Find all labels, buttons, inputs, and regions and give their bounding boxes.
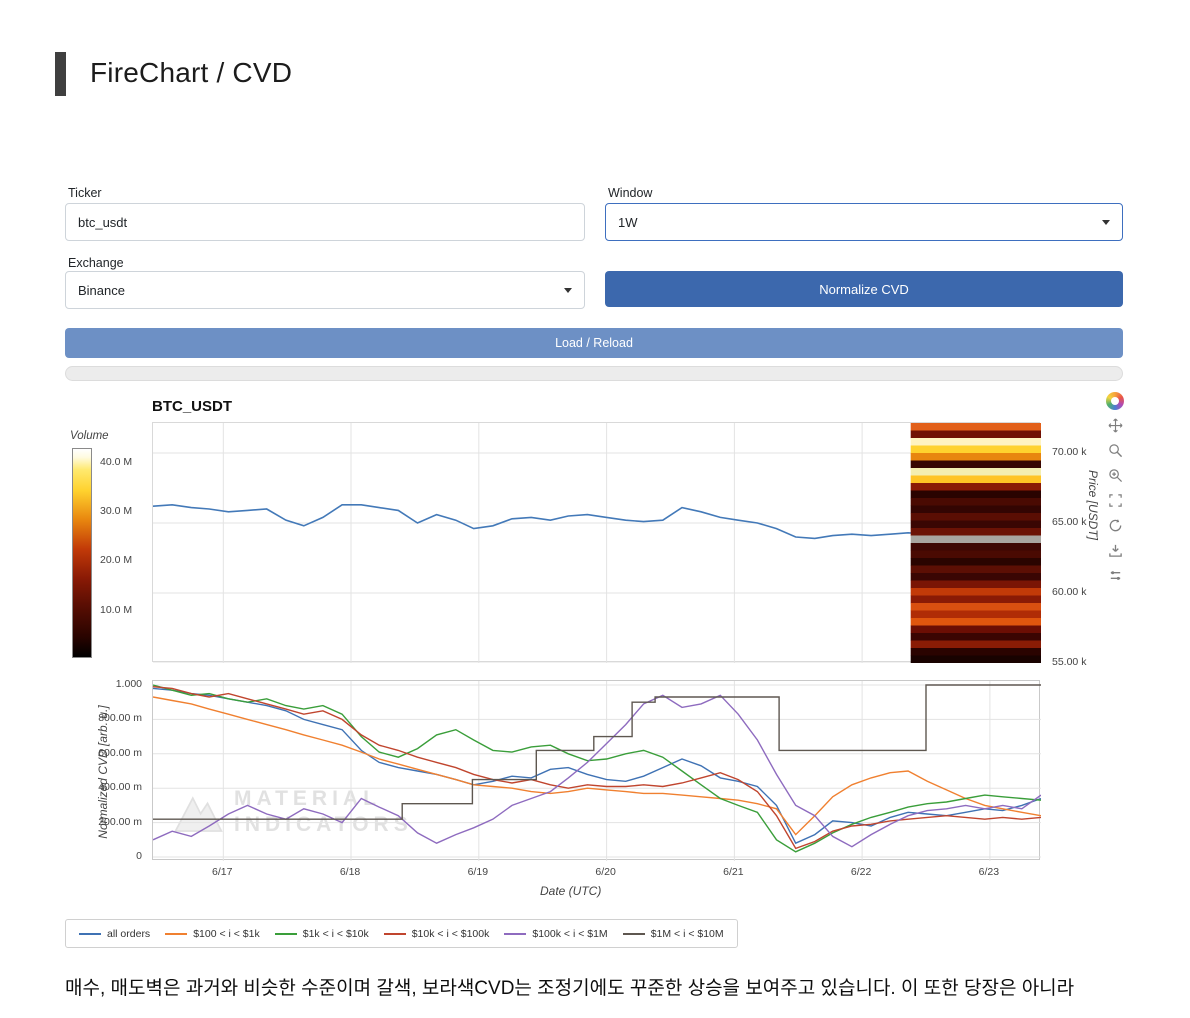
- reset-axes-icon[interactable]: [1103, 513, 1127, 538]
- cvd-axis-label: Normalized CVD [arb. u.]: [96, 705, 110, 839]
- cvd-ytick: 1.000: [115, 678, 142, 690]
- legend-swatch-icon: [622, 932, 645, 935]
- legend-swatch-icon: [165, 932, 188, 935]
- window-label: Window: [608, 186, 653, 200]
- ticker-label: Ticker: [68, 186, 102, 200]
- cvd-chart-plot[interactable]: [152, 680, 1041, 861]
- cvd-legend: all orders $100 < i < $1k $1k < i < $10k $1…: [65, 919, 738, 948]
- window-select-value: 1W: [618, 214, 638, 230]
- autoscale-icon[interactable]: [1103, 488, 1127, 513]
- plotly-modebar: [1100, 388, 1130, 588]
- legend-label: $1k < i < $10k: [302, 927, 369, 940]
- legend-item[interactable]: all orders: [79, 928, 150, 940]
- page-title: FireChart / CVD: [90, 57, 293, 88]
- chevron-down-icon: [1102, 219, 1110, 225]
- volume-tick: 40.0 M: [100, 455, 133, 468]
- exchange-select[interactable]: Binance: [65, 271, 585, 309]
- legend-item[interactable]: $100 < i < $1k: [165, 928, 260, 940]
- exchange-label: Exchange: [68, 256, 124, 270]
- normalize-cvd-button[interactable]: Normalize CVD: [605, 271, 1123, 307]
- legend-item[interactable]: $1k < i < $10k: [274, 927, 369, 940]
- date-xtick: 6/18: [339, 866, 361, 878]
- date-xtick: 6/21: [723, 866, 744, 878]
- date-xtick: 6/19: [467, 866, 489, 878]
- volume-tick: 10.0 M: [100, 603, 133, 616]
- watermark-line1: MATERIAL: [234, 787, 381, 810]
- exchange-select-value: Binance: [78, 282, 125, 298]
- title-accent-bar: [55, 52, 66, 96]
- commentary-text: 매수, 매도벽은 과거와 비슷한 수준이며 갈색, 보라색CVD는 조정기에도 …: [65, 978, 1075, 999]
- price-ytick: 60.00 k: [1052, 585, 1087, 598]
- cvd-yticks: 1.000 800.00 m 600.00 m 400.00 m 200.00 m 0: [58, 678, 146, 862]
- chevron-down-icon: [564, 287, 572, 293]
- legend-label: $100 < i < $1k: [193, 927, 260, 940]
- volume-tick: 20.0 M: [100, 554, 133, 567]
- pan-icon[interactable]: [1103, 413, 1127, 438]
- date-ticks: 6/17 6/18 6/19 6/20 6/21 6/22 6/23: [152, 866, 1040, 882]
- legend-item[interactable]: $100k < i < $1M: [504, 927, 608, 940]
- legend-label: $1M < i < $10M: [650, 927, 724, 940]
- date-axis-label: Date (UTC): [540, 884, 602, 898]
- legend-swatch-icon: [274, 932, 297, 935]
- legend-item[interactable]: $10k < i < $100k: [383, 927, 490, 940]
- price-chart-plot[interactable]: [152, 422, 1041, 663]
- ticker-input[interactable]: [65, 203, 585, 241]
- cvd-ytick: 400.00 m: [98, 781, 142, 794]
- volume-ticks: 40.0 M 30.0 M 20.0 M 10.0 M: [96, 448, 150, 658]
- cvd-ytick: 200.00 m: [98, 815, 142, 828]
- legend-item[interactable]: $1M < i < $10M: [622, 927, 724, 940]
- date-xtick: 6/17: [212, 866, 233, 878]
- date-xtick: 6/23: [978, 866, 1000, 878]
- window-select[interactable]: 1W: [605, 203, 1123, 241]
- zoom-icon[interactable]: [1103, 438, 1127, 463]
- plotly-logo[interactable]: [1103, 388, 1127, 413]
- download-icon[interactable]: [1103, 538, 1127, 563]
- date-xtick: 6/20: [595, 866, 616, 878]
- volume-tick: 30.0 M: [100, 504, 133, 517]
- zoom-in-icon[interactable]: [1103, 463, 1127, 488]
- date-xtick: 6/22: [850, 866, 872, 878]
- cvd-ytick: 600.00 m: [98, 746, 142, 759]
- legend-label: all orders: [107, 927, 151, 940]
- price-axis-label: Price [USDT]: [1086, 470, 1100, 541]
- legend-label: $10k < i < $100k: [411, 927, 490, 940]
- cvd-ytick: 800.00 m: [98, 712, 142, 725]
- legend-label: $100k < i < $1M: [532, 927, 608, 940]
- price-ytick: 70.00 k: [1052, 445, 1087, 458]
- price-yticks: 70.00 k 65.00 k 60.00 k 55.00 k: [1044, 422, 1108, 668]
- progress-bar: [65, 366, 1123, 381]
- load-reload-button[interactable]: Load / Reload: [65, 328, 1123, 358]
- legend-swatch-icon: [79, 932, 101, 935]
- price-ytick: 65.00 k: [1052, 515, 1087, 528]
- price-ytick: 55.00 k: [1052, 656, 1087, 668]
- legend-swatch-icon: [383, 932, 406, 935]
- cvd-ytick: 0: [136, 850, 142, 862]
- chart-title: BTC_USDT: [152, 398, 233, 415]
- volume-colorbar-label: Volume: [70, 430, 109, 442]
- volume-colorbar: [72, 448, 92, 658]
- legend-swatch-icon: [504, 932, 527, 935]
- hover-mode-icon[interactable]: [1103, 563, 1127, 588]
